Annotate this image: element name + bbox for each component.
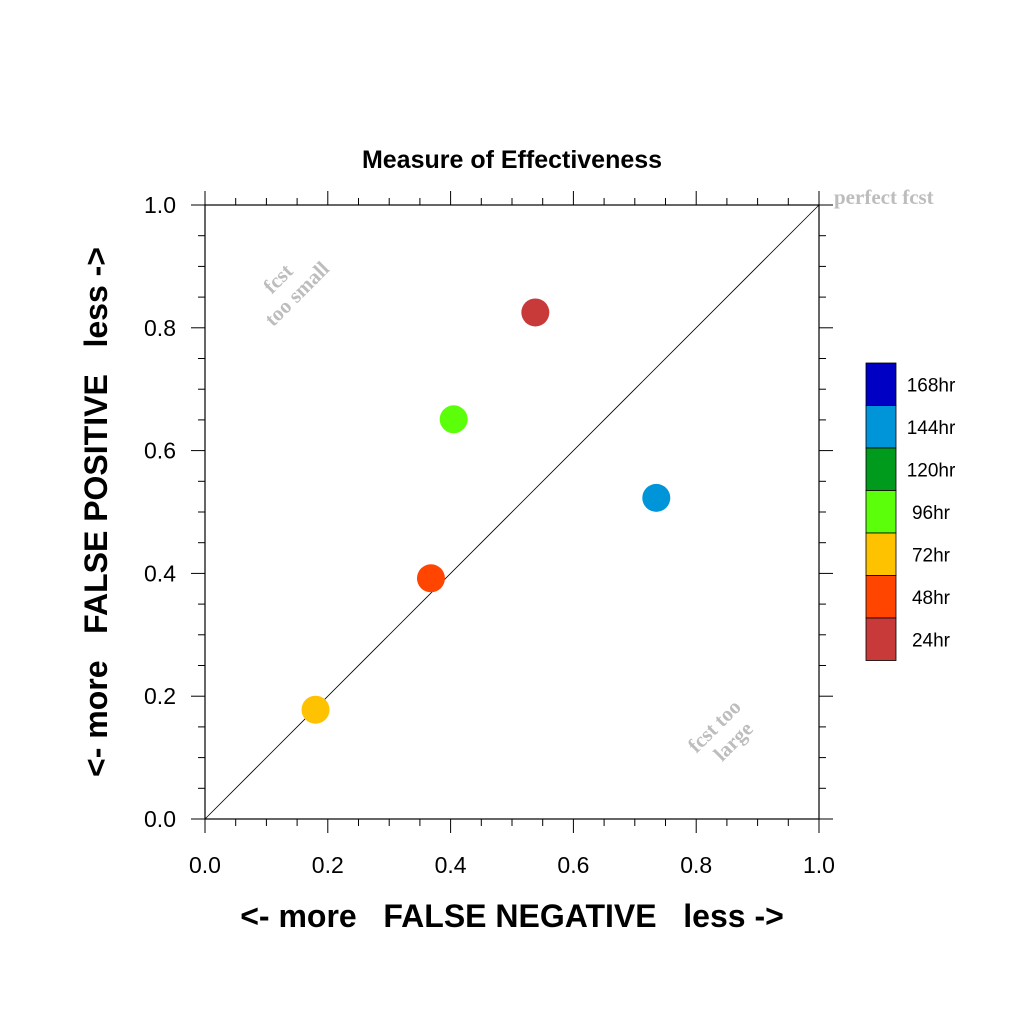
point-24hr [521,298,550,327]
axis-ticks: 0.0 0.2 0.4 0.6 0.8 1.0 0.0 0.2 0.4 0.6 0.8 1.0 [144,191,835,878]
point-48hr [416,564,445,593]
fcst-too-large-annotation: fcst too large [683,691,766,774]
y-tick-label: 0.0 [144,806,176,832]
legend-label-48hr: 48hr [912,588,951,609]
y-axis-title: <- more FALSE POSITIVE less -> [78,247,114,777]
y-tick-label: 1.0 [144,192,176,218]
legend-swatch-24hr [865,617,897,661]
fcst-too-small-annotation: fcst too small [243,240,334,331]
y-tick-label: 0.8 [144,315,176,341]
legend-swatch-72hr [865,532,897,576]
legend-swatch-48hr [865,575,897,619]
x-tick-label: 0.8 [680,852,712,878]
y-tick-label: 0.6 [144,438,176,464]
x-tick-label: 1.0 [803,852,835,878]
legend-label-168hr: 168hr [907,375,956,396]
y-tick-label: 0.2 [144,683,176,709]
y-tick-label: 0.4 [144,560,176,586]
legend-label-120hr: 120hr [907,460,956,481]
x-tick-label: 0.6 [557,852,589,878]
plot-frame [204,204,820,820]
legend-label-144hr: 144hr [907,418,956,439]
legend: 168hr 144hr 120hr 96hr 72hr 48hr 24hr [865,362,956,661]
legend-label-24hr: 24hr [912,630,951,651]
x-tick-label: 0.4 [435,852,467,878]
chart-title: Measure of Effectiveness [362,146,662,174]
perfect-fcst-label: perfect fcst [834,185,934,209]
point-72hr [301,695,330,724]
legend-swatch-144hr [865,405,897,449]
legend-label-72hr: 72hr [912,545,951,566]
x-axis-title: <- more FALSE NEGATIVE less -> [240,898,784,934]
data-points [301,298,671,724]
legend-swatch-168hr [865,362,897,406]
legend-label-96hr: 96hr [912,503,951,524]
x-tick-label: 0.0 [189,852,221,878]
point-144hr [642,483,671,512]
legend-swatch-96hr [865,490,897,534]
legend-swatch-120hr [865,447,897,491]
x-tick-label: 0.2 [312,852,344,878]
point-96hr [439,405,468,434]
